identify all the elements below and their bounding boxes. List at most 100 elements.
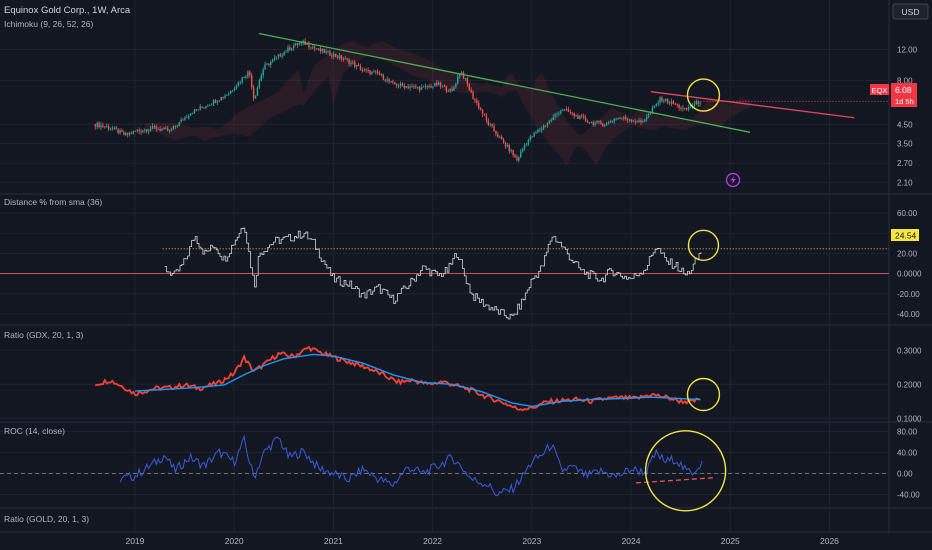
y-tick-label: 0.3000 xyxy=(897,346,922,355)
candle-body xyxy=(104,126,106,128)
candle-body xyxy=(359,66,362,71)
candle-body xyxy=(464,78,467,80)
candle-body xyxy=(415,86,417,88)
candle-body xyxy=(405,86,407,88)
candle-body xyxy=(271,59,274,62)
candle-body xyxy=(571,112,573,114)
candle-body xyxy=(228,93,230,95)
candle-body xyxy=(499,136,501,138)
ichimoku-label: Ichimoku (9, 26, 52, 26) xyxy=(4,19,93,29)
candle-body xyxy=(699,103,701,105)
candle-body xyxy=(346,58,348,60)
y-tick-label: -40.00 xyxy=(897,310,920,319)
lightning-icon[interactable] xyxy=(725,172,741,188)
candle-body xyxy=(560,110,562,114)
candle-body xyxy=(624,117,627,120)
candle-body xyxy=(437,82,440,86)
candle-body xyxy=(123,132,125,135)
candle-body xyxy=(487,120,490,125)
candle-body xyxy=(516,156,518,161)
candle-body xyxy=(687,107,690,110)
candle-body xyxy=(441,85,444,87)
candle-body xyxy=(107,126,110,129)
candle-body xyxy=(119,130,121,134)
candle-body xyxy=(170,129,173,131)
candle-body xyxy=(224,95,226,98)
candle-body xyxy=(142,130,144,132)
y-tick-label: -20.00 xyxy=(897,290,920,299)
candle-body xyxy=(619,117,621,119)
candle-body xyxy=(481,109,484,115)
candle-body xyxy=(195,109,198,111)
candle-body xyxy=(149,128,152,131)
candle-body xyxy=(489,124,491,126)
candle-body xyxy=(319,48,322,52)
candle-body xyxy=(653,105,656,108)
candle-body xyxy=(233,88,236,91)
candle-body xyxy=(111,128,114,130)
candle-body xyxy=(367,70,369,71)
x-tick-label: 2026 xyxy=(820,536,839,546)
candle-body xyxy=(354,62,356,67)
currency-button[interactable]: USD xyxy=(892,3,929,20)
candle-body xyxy=(630,119,633,122)
candle-body xyxy=(531,136,533,138)
candle-body xyxy=(249,71,251,76)
symbol-title: Equinox Gold Corp., 1W, Arca xyxy=(4,5,131,16)
candle-body xyxy=(285,51,287,53)
candle-body xyxy=(396,84,398,86)
candle-body xyxy=(521,148,524,152)
distance-pane[interactable] xyxy=(0,227,889,320)
candle-body xyxy=(369,70,371,75)
y-tick-label: 0.00 xyxy=(897,469,913,478)
ratio-gdx-pane[interactable] xyxy=(94,345,721,412)
candle-body xyxy=(397,85,400,87)
candle-body xyxy=(533,132,535,137)
candle-body xyxy=(165,127,167,129)
y-tick-label: 0.0000 xyxy=(897,270,922,279)
candle-body xyxy=(686,107,688,110)
candle-body xyxy=(562,110,564,112)
countdown: 1d 5h xyxy=(895,97,914,106)
x-tick-label: 2020 xyxy=(225,536,244,546)
candle-body xyxy=(518,157,520,161)
symbol-tag: EQX xyxy=(872,86,888,95)
y-tick-label: 0.2000 xyxy=(897,380,922,389)
candle-body xyxy=(493,126,495,132)
candle-body xyxy=(327,50,329,52)
candle-body xyxy=(281,55,283,57)
ratio-gold-title: Ratio (GOLD, 20, 1, 3) xyxy=(4,514,89,524)
candle-body xyxy=(163,127,165,130)
candle-body xyxy=(186,117,188,119)
distance-value-tag: 24.54 xyxy=(891,229,919,241)
candle-body xyxy=(510,150,512,152)
candle-body xyxy=(665,98,667,101)
candle-body xyxy=(579,115,581,119)
y-tick-label: 2.10 xyxy=(897,178,913,187)
candle-body xyxy=(596,121,598,123)
candle-body xyxy=(556,113,558,115)
roc-pane[interactable] xyxy=(0,430,889,512)
candle-body xyxy=(138,130,140,132)
candle-body xyxy=(126,132,129,135)
candle-body xyxy=(136,130,138,132)
candle-body xyxy=(333,53,335,57)
currency-label[interactable]: USD xyxy=(902,7,920,17)
candle-body xyxy=(237,81,240,86)
candle-body xyxy=(451,88,453,91)
candle-body xyxy=(455,83,457,88)
candle-body xyxy=(497,134,499,137)
candle-body xyxy=(573,112,575,116)
candle-body xyxy=(334,53,337,57)
candle-body xyxy=(417,86,419,88)
candle-body xyxy=(313,47,316,49)
candle-body xyxy=(623,117,625,119)
candle-body xyxy=(527,139,530,144)
price-pane[interactable] xyxy=(94,32,889,166)
candle-body xyxy=(678,104,680,109)
candle-body xyxy=(128,132,131,135)
candle-body xyxy=(394,82,396,85)
candle-body xyxy=(144,129,146,131)
candle-body xyxy=(413,85,415,87)
